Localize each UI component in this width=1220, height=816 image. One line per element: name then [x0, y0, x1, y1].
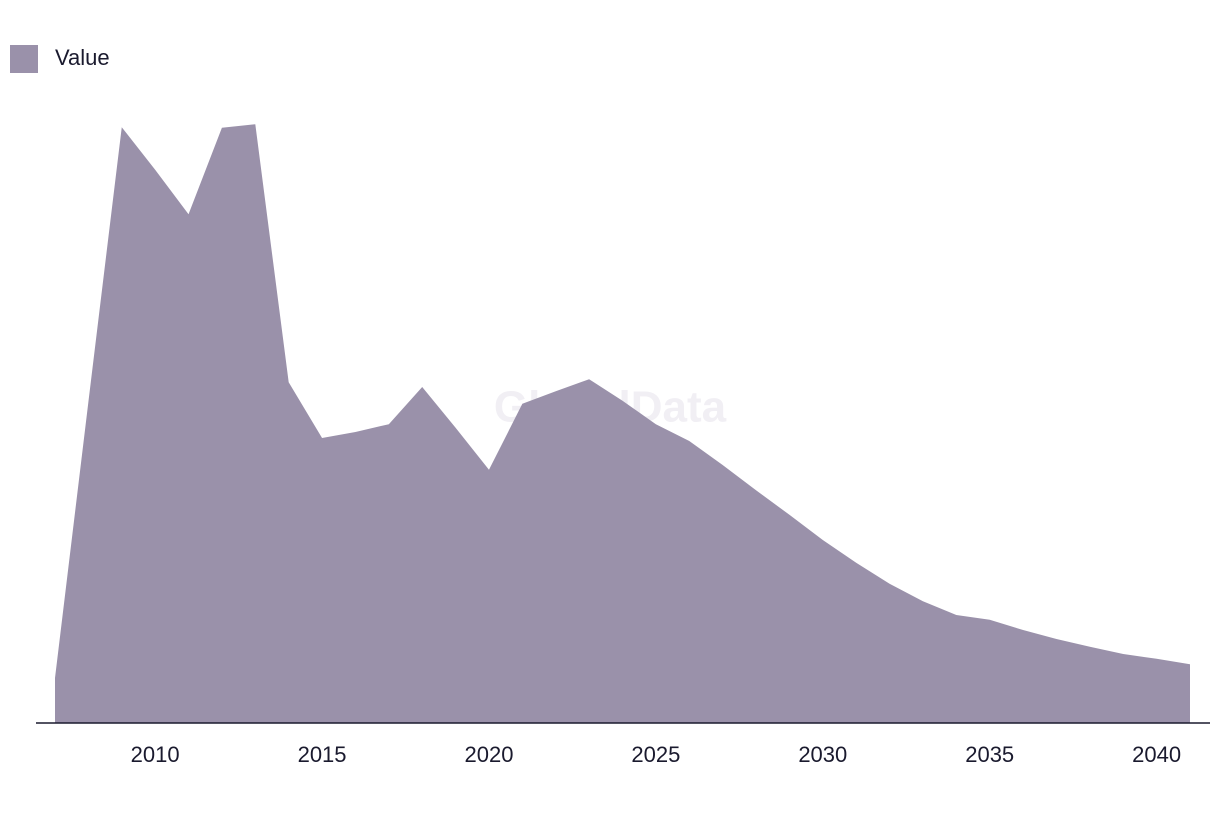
x-tick-label: 2025 [631, 742, 680, 767]
x-tick-label: 2010 [131, 742, 180, 767]
area [55, 124, 1190, 723]
x-tick-label: 2015 [298, 742, 347, 767]
legend-label: Value [55, 45, 110, 70]
x-tick-label: 2035 [965, 742, 1014, 767]
x-tick-label: 2020 [464, 742, 513, 767]
x-tick-label: 2040 [1132, 742, 1181, 767]
x-tick-label: 2030 [798, 742, 847, 767]
legend-swatch [10, 45, 38, 73]
